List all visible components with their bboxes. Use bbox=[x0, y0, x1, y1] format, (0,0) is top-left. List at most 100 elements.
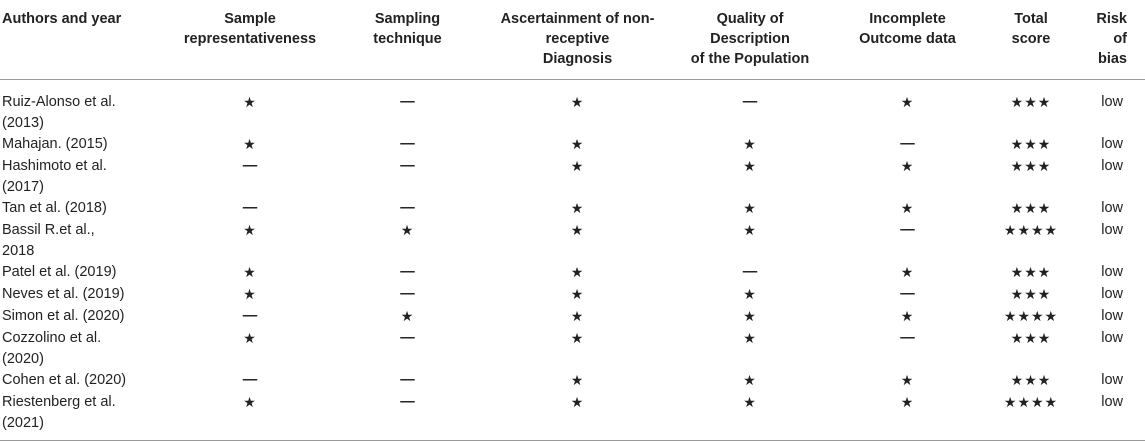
author-line1: Cozzolino et al. bbox=[2, 330, 102, 346]
star-rating: ★★★ bbox=[1010, 136, 1052, 152]
dash-mark: — bbox=[400, 94, 415, 110]
star-rating: ★ bbox=[900, 308, 915, 324]
cell-quality-description: ★ bbox=[670, 306, 830, 328]
cell-total-score: ★★★ bbox=[985, 156, 1077, 198]
cell-risk-of-bias: low bbox=[1101, 158, 1123, 174]
header-authors-label: Authors and year bbox=[2, 11, 122, 27]
star-rating: ★ bbox=[743, 158, 757, 174]
cell-sample-representativeness: ★ bbox=[170, 284, 330, 306]
header-incomplete-line2: Outcome data bbox=[859, 31, 956, 47]
cell-incomplete-outcome: ★ bbox=[830, 306, 985, 328]
cell-risk-of-bias: low bbox=[1101, 372, 1123, 388]
header-risk-of-bias: Risk of bias bbox=[1077, 0, 1145, 80]
cell-quality-description: ★ bbox=[670, 220, 830, 262]
cell-quality-description: ★ bbox=[670, 328, 830, 370]
dash-mark: — bbox=[400, 330, 415, 346]
cell-ascertainment: ★ bbox=[485, 306, 670, 328]
cell-ascertainment: ★ bbox=[485, 198, 670, 220]
cell-incomplete-outcome: ★ bbox=[830, 392, 985, 442]
star-rating: ★ bbox=[743, 286, 757, 302]
star-rating: ★★★ bbox=[1010, 264, 1052, 280]
star-rating: ★ bbox=[743, 394, 757, 410]
cell-author: Hashimoto et al. (2017) bbox=[0, 156, 170, 198]
dash-mark: — bbox=[400, 158, 415, 174]
cell-ascertainment: ★ bbox=[485, 328, 670, 370]
cell-risk-of-bias: low bbox=[1101, 286, 1123, 302]
star-rating: ★ bbox=[570, 200, 585, 216]
header-quality-description: Quality of Description of the Population bbox=[670, 0, 830, 80]
star-rating: ★ bbox=[743, 330, 757, 346]
star-rating: ★ bbox=[743, 308, 757, 324]
cell-sample-representativeness: ★ bbox=[170, 80, 330, 135]
dash-mark: — bbox=[742, 264, 758, 280]
star-rating: ★★★ bbox=[1010, 94, 1052, 110]
star-rating: ★ bbox=[900, 158, 915, 174]
cell-risk-of-bias: low bbox=[1101, 94, 1123, 110]
dash-mark: — bbox=[242, 372, 258, 388]
star-rating: ★ bbox=[243, 264, 257, 280]
author-line2: (2021) bbox=[2, 415, 44, 431]
cell-ascertainment: ★ bbox=[485, 80, 670, 135]
cell-author: Patel et al. (2019) bbox=[0, 262, 170, 284]
author-line2: (2013) bbox=[2, 115, 44, 131]
table-row: Hashimoto et al. (2017) — — ★ ★ ★ ★★★ low bbox=[0, 156, 1145, 198]
header-sample-representativeness: Sample representativeness bbox=[170, 0, 330, 80]
author-line1: Cohen et al. (2020) bbox=[2, 372, 127, 388]
table-row: Tan et al. (2018) — — ★ ★ ★ ★★★ low bbox=[0, 198, 1145, 220]
author-line2: (2020) bbox=[2, 351, 44, 367]
star-rating: ★ bbox=[900, 394, 915, 410]
star-rating: ★ bbox=[900, 200, 915, 216]
header-authors: Authors and year bbox=[0, 0, 170, 80]
dash-mark: — bbox=[400, 200, 415, 216]
star-rating: ★ bbox=[400, 222, 415, 238]
cell-risk-of-bias: low bbox=[1101, 394, 1123, 410]
author-line1: Bassil R.et al., bbox=[2, 222, 95, 238]
dash-mark: — bbox=[900, 286, 915, 302]
cell-incomplete-outcome: ★ bbox=[830, 262, 985, 284]
cell-quality-description: ★ bbox=[670, 370, 830, 392]
star-rating: ★ bbox=[243, 394, 257, 410]
header-sampling-line1: Sampling bbox=[374, 11, 441, 27]
cell-author: Riestenberg et al. (2021) bbox=[0, 392, 170, 442]
header-sample-rep-line1: Sample bbox=[224, 11, 276, 27]
star-rating: ★ bbox=[743, 222, 757, 238]
star-rating: ★ bbox=[570, 222, 585, 238]
cell-sample-representativeness: ★ bbox=[170, 392, 330, 442]
cell-sample-representativeness: — bbox=[170, 370, 330, 392]
cell-ascertainment: ★ bbox=[485, 220, 670, 262]
cell-sample-representativeness: ★ bbox=[170, 134, 330, 156]
cell-author: Cohen et al. (2020) bbox=[0, 370, 170, 392]
dash-mark: — bbox=[242, 308, 258, 324]
star-rating: ★ bbox=[743, 136, 757, 152]
cell-author: Tan et al. (2018) bbox=[0, 198, 170, 220]
cell-sampling-technique: ★ bbox=[330, 306, 485, 328]
header-total-line1: Total bbox=[1014, 11, 1048, 27]
star-rating: ★ bbox=[243, 286, 257, 302]
cell-risk-of-bias: low bbox=[1101, 222, 1123, 238]
table-row: Simon et al. (2020) — ★ ★ ★ ★ ★★★★ low bbox=[0, 306, 1145, 328]
cell-sampling-technique: — bbox=[330, 80, 485, 135]
cell-risk-of-bias: low bbox=[1101, 308, 1123, 324]
cell-sampling-technique: ★ bbox=[330, 220, 485, 262]
cell-risk-of-bias: low bbox=[1101, 136, 1123, 152]
star-rating: ★ bbox=[570, 394, 585, 410]
star-rating: ★ bbox=[243, 222, 257, 238]
cell-quality-description: ★ bbox=[670, 156, 830, 198]
cell-total-score: ★★★★ bbox=[985, 306, 1077, 328]
cell-total-score: ★★★★ bbox=[985, 220, 1077, 262]
cell-total-score: ★★★ bbox=[985, 198, 1077, 220]
star-rating: ★ bbox=[243, 94, 257, 110]
star-rating: ★ bbox=[570, 286, 585, 302]
header-quality-line2: Description bbox=[710, 31, 790, 47]
dash-mark: — bbox=[242, 200, 258, 216]
header-sampling-line2: technique bbox=[373, 31, 442, 47]
star-rating: ★★★ bbox=[1010, 200, 1052, 216]
cell-ascertainment: ★ bbox=[485, 134, 670, 156]
cell-sampling-technique: — bbox=[330, 134, 485, 156]
cell-incomplete-outcome: ★ bbox=[830, 198, 985, 220]
cell-sampling-technique: — bbox=[330, 328, 485, 370]
author-line1: Hashimoto et al. bbox=[2, 158, 107, 174]
table-body: Ruiz-Alonso et al. (2013) ★ — ★ — ★ ★★★ low Mahaj… bbox=[0, 80, 1145, 442]
star-rating: ★ bbox=[570, 158, 585, 174]
